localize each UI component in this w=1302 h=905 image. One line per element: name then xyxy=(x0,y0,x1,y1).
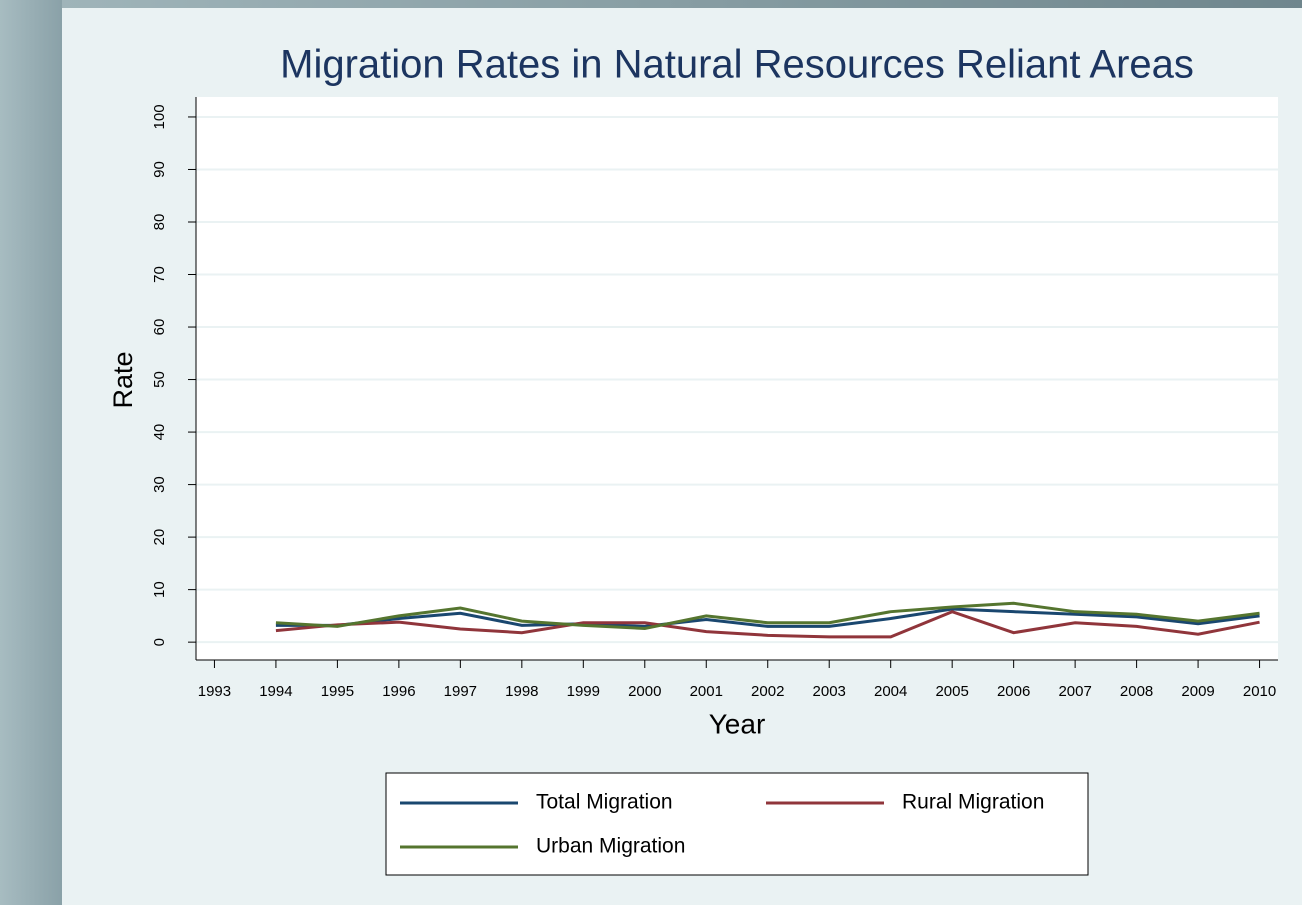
slide-top xyxy=(62,0,1302,8)
x-tick-label: 2002 xyxy=(751,683,784,700)
x-tick-label: 2010 xyxy=(1243,683,1276,700)
y-tick-label: 20 xyxy=(151,529,168,546)
x-tick-label: 2005 xyxy=(935,683,968,700)
x-tick-label: 2000 xyxy=(628,683,661,700)
x-tick-label: 2006 xyxy=(997,683,1030,700)
x-axis-title: Year xyxy=(709,708,766,739)
x-tick-label: 2001 xyxy=(690,683,723,700)
y-tick-label: 90 xyxy=(151,161,168,178)
series-line xyxy=(275,607,1260,628)
y-axis-title: Rate xyxy=(108,351,138,408)
x-tick-label: 1993 xyxy=(198,683,231,700)
legend-label: Urban Migration xyxy=(536,835,685,858)
series-line xyxy=(275,601,1260,630)
y-tick-label: 80 xyxy=(151,214,168,231)
y-tick-label: 10 xyxy=(151,581,168,598)
x-tick-label: 1999 xyxy=(567,683,600,700)
lines xyxy=(275,601,1260,639)
legend xyxy=(385,772,1089,876)
y-tick-label: 100 xyxy=(151,104,168,129)
legend-label: Rural Migration xyxy=(902,791,1044,814)
x-tick-label: 1994 xyxy=(259,683,292,700)
plot-area xyxy=(196,97,1278,660)
y-tick-label: 40 xyxy=(151,424,168,441)
x-tick-label: 2003 xyxy=(813,683,846,700)
chart-title: Migration Rates in Natural Resources Rel… xyxy=(280,43,1194,87)
x-tick-label: 1995 xyxy=(321,683,354,700)
series-line xyxy=(275,610,1260,639)
slide-side xyxy=(0,0,62,905)
x-tick-label: 2004 xyxy=(874,683,907,700)
legend-label: Total Migration xyxy=(536,791,673,814)
legend-entries: Total Migration Rural Migration Urban Migr… xyxy=(400,791,1044,858)
y-tick-label: 50 xyxy=(151,371,168,388)
y-tick-label: 0 xyxy=(151,638,168,646)
x-tick-label: 2007 xyxy=(1058,683,1091,700)
y-tick-label: 60 xyxy=(151,319,168,336)
y-tick-label: 30 xyxy=(151,476,168,493)
y-tick-label: 70 xyxy=(151,266,168,283)
x-tick-label: 1997 xyxy=(444,683,477,700)
x-tick-label: 1996 xyxy=(382,683,415,700)
x-tick-label: 2009 xyxy=(1181,683,1214,700)
x-tick-label: 2008 xyxy=(1120,683,1153,700)
grid xyxy=(196,115,1278,644)
x-tick-label: 1998 xyxy=(505,683,538,700)
